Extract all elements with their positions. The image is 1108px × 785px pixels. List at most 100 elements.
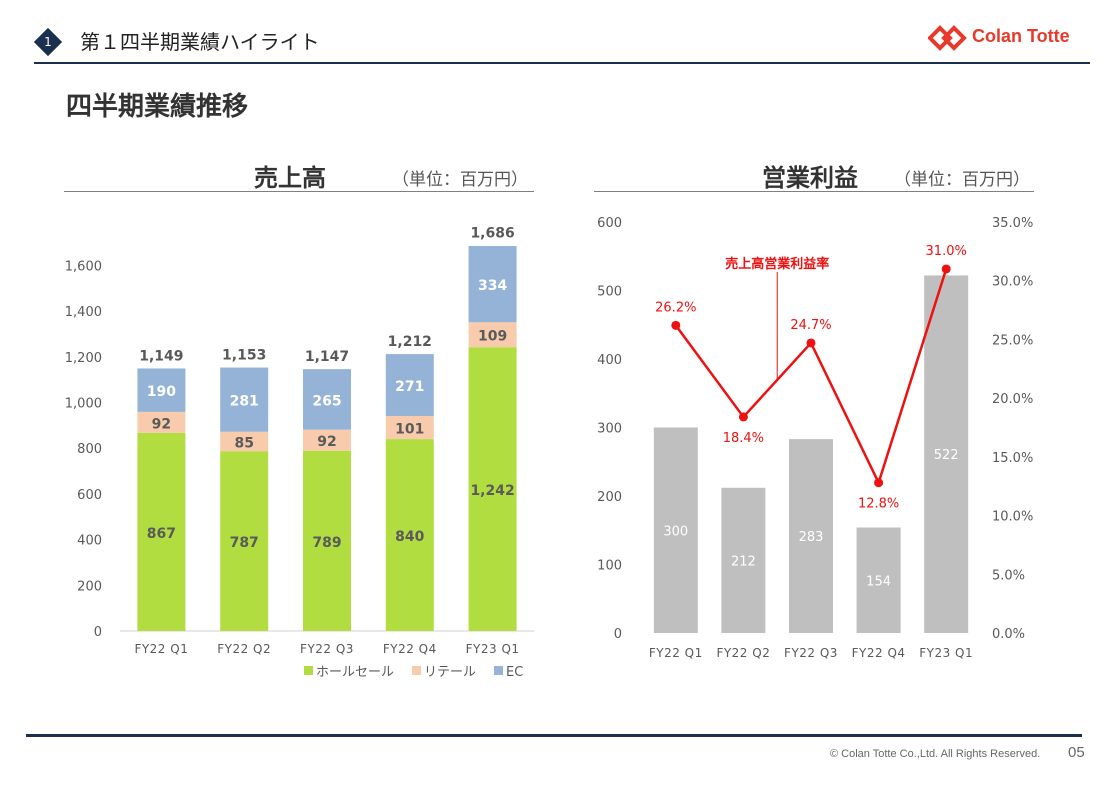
op-y-tick-label: 400: [597, 353, 622, 368]
sales-bar-value-label: 787: [230, 535, 259, 551]
operating-panel-rule: [594, 191, 1034, 192]
op-bar-value-label: 300: [663, 524, 688, 539]
op-margin-label: 24.7%: [790, 318, 831, 333]
sales-bar-segment: [137, 368, 186, 412]
op-line-series-name: 売上高営業利益率: [725, 256, 829, 272]
section-title: 第１四半期業績ハイライト: [80, 30, 320, 54]
sales-bar-segment: [468, 322, 517, 348]
op-y-tick-label: 200: [597, 490, 622, 505]
sales-bar-segment: [468, 245, 517, 323]
op-y2-tick-label: 30.0%: [992, 275, 1033, 290]
op-y2-tick-label: 35.0%: [992, 216, 1033, 231]
sales-bar-segment: [385, 354, 434, 416]
sales-x-tick-label: FY22 Q1: [134, 642, 188, 656]
operating-panel-title: 営業利益: [762, 164, 858, 192]
sales-x-tick-label: FY23 Q1: [466, 642, 520, 656]
op-x-tick-label: FY23 Q1: [919, 646, 973, 660]
sales-bar-value-label: 867: [147, 526, 176, 542]
sales-y-tick-label: 1,000: [65, 397, 102, 412]
sales-bar-segment: [137, 432, 186, 631]
op-bar: [789, 439, 833, 633]
operating-profit-chart: 0 100 200 300 400 500 600 0.0% 5.0% 10.0% 15.0% 20.…: [597, 216, 1033, 660]
sales-y-tick-label: 0: [94, 625, 102, 640]
sales-bar-value-label: 271: [395, 379, 424, 395]
sales-y-tick-label: 400: [77, 534, 102, 549]
sales-chart: 0 200 400 600 800 1,000 1,200 1,400 1,600 867 92 19…: [65, 226, 534, 680]
op-y-tick-label: 0: [614, 627, 622, 642]
sales-bar-segment: [220, 451, 269, 631]
op-bar-value-label: 154: [866, 574, 891, 589]
slide-header: 1 第１四半期業績ハイライト Colan Totte: [0, 0, 1108, 66]
sales-y-tick-label: 600: [77, 488, 102, 503]
operating-panel-unit: （単位：百万円）: [894, 170, 1030, 190]
sales-bar-value-label: 281: [230, 394, 259, 410]
op-x-tick-label: FY22 Q1: [649, 646, 703, 660]
page-title: 四半期業績推移: [66, 92, 249, 122]
sales-bar-value-label: 1,242: [470, 483, 514, 499]
op-margin-point: [738, 412, 748, 422]
sales-y-tick-label: 200: [77, 579, 102, 594]
section-number: 1: [44, 35, 52, 49]
sales-bar-segment: [220, 431, 269, 452]
op-x-tick-label: FY22 Q3: [784, 646, 838, 660]
op-bar-value-label: 522: [934, 448, 959, 463]
sales-bar-value-label: 92: [152, 416, 171, 432]
sales-bar-value-label: 85: [234, 435, 253, 451]
op-bar: [856, 527, 901, 633]
sales-total-label: 1,153: [222, 348, 266, 364]
op-margin-label: 18.4%: [723, 431, 764, 446]
op-margin-label: 31.0%: [926, 244, 967, 259]
sales-bar-value-label: 789: [312, 535, 341, 551]
sales-bar-value-label: 101: [395, 422, 424, 438]
op-y-tick-label: 600: [597, 216, 622, 231]
op-margin-point: [806, 338, 816, 348]
sales-bar-segment: [303, 450, 351, 631]
sales-bar-value-label: 190: [147, 384, 176, 400]
op-bar-value-label: 212: [731, 554, 756, 569]
sales-legend-label: ホールセール: [316, 665, 394, 680]
sales-y-tick-label: 800: [77, 442, 102, 457]
op-y-tick-label: 300: [597, 422, 622, 437]
sales-y-tick-label: 1,600: [65, 259, 102, 274]
op-y2-tick-label: 5.0%: [992, 568, 1025, 583]
sales-legend-label: リテール: [424, 665, 476, 680]
page-number: 05: [1068, 744, 1085, 761]
op-margin-label: 26.2%: [655, 300, 696, 315]
sales-x-tick-label: FY22 Q4: [383, 642, 437, 656]
op-y2-tick-label: 15.0%: [992, 451, 1033, 466]
sales-x-tick-label: FY22 Q3: [300, 642, 354, 656]
sales-bar-segment: [137, 411, 186, 433]
op-bar: [924, 275, 969, 633]
op-x-tick-label: FY22 Q4: [852, 646, 906, 660]
op-bar-value-label: 283: [799, 530, 824, 545]
sales-bar-segment: [303, 369, 351, 430]
sales-y-tick-label: 1,200: [65, 351, 102, 366]
op-x-tick-label: FY22 Q2: [716, 646, 770, 660]
sales-panel-rule: [64, 191, 534, 192]
logo-mark-icon: [927, 25, 967, 51]
sales-bar-value-label: 265: [312, 393, 341, 409]
sales-bar-segment: [385, 439, 434, 631]
sales-bar-value-label: 109: [478, 329, 507, 345]
copyright-text: © Colan Totte Co.,Ltd. All Rights Reserv…: [830, 748, 1041, 760]
sales-y-tick-label: 1,400: [65, 305, 102, 320]
sales-bar-segment: [385, 415, 434, 440]
footer-divider: [26, 734, 1082, 737]
op-y2-tick-label: 10.0%: [992, 510, 1033, 525]
op-y2-tick-label: 25.0%: [992, 333, 1033, 348]
sales-legend-swatch: [494, 666, 503, 675]
sales-total-label: 1,149: [139, 348, 183, 364]
op-bar: [721, 487, 766, 633]
sales-x-tick-label: FY22 Q2: [217, 642, 271, 656]
brand-logo: Colan Totte: [927, 22, 1080, 54]
op-margin-point: [671, 320, 681, 330]
sales-bar-segment: [468, 347, 517, 631]
sales-legend-label: EC: [506, 665, 523, 680]
op-y-tick-label: 100: [597, 559, 622, 574]
sales-bar-value-label: 92: [317, 434, 336, 450]
sales-legend-swatch: [412, 666, 421, 675]
sales-panel-unit: （単位：百万円）: [392, 170, 528, 190]
sales-legend-swatch: [304, 666, 313, 675]
op-margin-point: [941, 264, 951, 274]
